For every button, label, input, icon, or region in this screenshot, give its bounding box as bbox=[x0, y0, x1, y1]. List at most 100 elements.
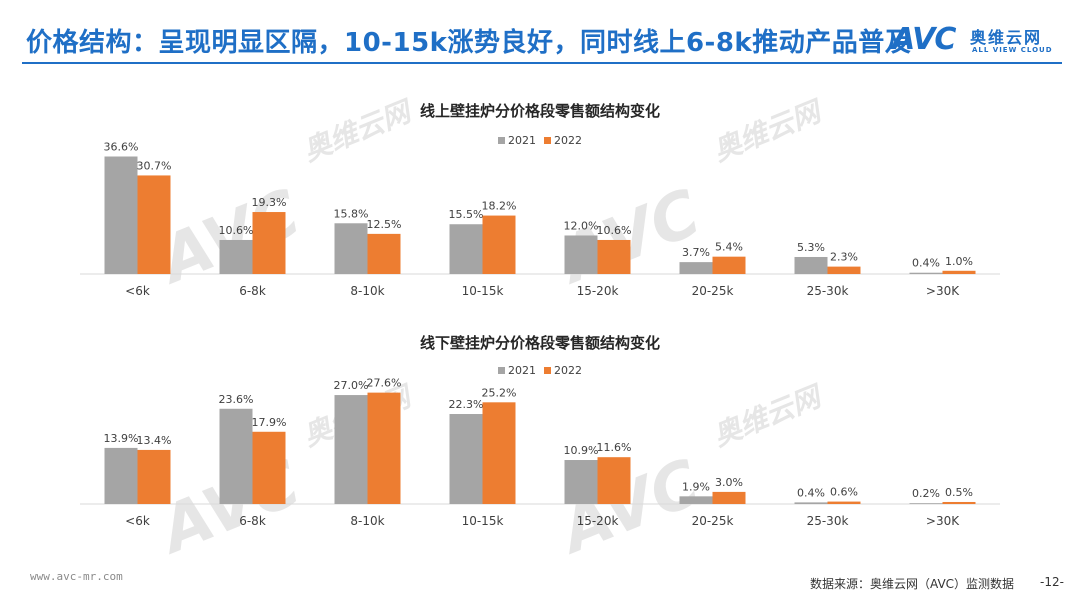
bar-2021-3 bbox=[449, 224, 483, 274]
legend-swatch-2021 bbox=[498, 367, 505, 374]
data-label-2021-0: 13.9% bbox=[104, 432, 139, 445]
data-label-2022-5: 5.4% bbox=[715, 241, 743, 254]
data-label-2022-4: 11.6% bbox=[597, 441, 632, 454]
legend-label-2021: 2021 bbox=[508, 364, 536, 377]
bar-2022-3 bbox=[482, 215, 516, 274]
page-number: -12- bbox=[1040, 575, 1064, 589]
bar-2021-0 bbox=[104, 447, 138, 504]
legend-label-2021: 2021 bbox=[508, 134, 536, 147]
legend-swatch-2021 bbox=[498, 137, 505, 144]
bar-2021-5 bbox=[679, 262, 713, 274]
bar-2022-3 bbox=[482, 402, 516, 504]
data-label-2021-1: 23.6% bbox=[219, 393, 254, 406]
data-label-2022-2: 12.5% bbox=[367, 218, 402, 231]
category-label-3: 10-15k bbox=[462, 284, 504, 298]
bar-2022-2 bbox=[367, 233, 401, 274]
data-label-2022-7: 1.0% bbox=[945, 255, 973, 268]
category-label-6: 25-30k bbox=[807, 514, 849, 528]
data-label-2021-2: 27.0% bbox=[334, 379, 369, 392]
offline-chart: 线下壁挂炉分价格段零售额结构变化 2021 2022 13.9%13.4% <6k 23.… bbox=[80, 334, 1000, 528]
bar-2021-2 bbox=[334, 223, 368, 274]
data-label-2022-5: 3.0% bbox=[715, 476, 743, 489]
data-label-2021-4: 12.0% bbox=[564, 219, 599, 232]
data-label-2021-0: 36.6% bbox=[104, 140, 139, 153]
bar-2022-4 bbox=[597, 457, 631, 504]
page-title: 价格结构：呈现明显区隔，10-15k涨势良好，同时线上6-8k推动产品普及 bbox=[26, 28, 912, 58]
chart-title: 线上壁挂炉分价格段零售额结构变化 bbox=[420, 102, 660, 120]
logo-en-text: ALL VIEW CLOUD bbox=[972, 46, 1053, 54]
bar-2022-7 bbox=[942, 501, 976, 504]
category-label-5: 20-25k bbox=[692, 284, 734, 298]
bar-2021-6 bbox=[794, 256, 828, 274]
data-source: 数据来源：奥维云网（AVC）监测数据 bbox=[810, 577, 1015, 591]
data-label-2022-0: 30.7% bbox=[137, 159, 172, 172]
bar-2021-3 bbox=[449, 414, 483, 504]
bar-2021-2 bbox=[334, 395, 368, 504]
bar-2021-5 bbox=[679, 496, 713, 504]
data-label-2022-2: 27.6% bbox=[367, 377, 402, 390]
bar-2021-4 bbox=[564, 460, 598, 504]
data-label-2022-1: 17.9% bbox=[252, 416, 287, 429]
bar-2022-4 bbox=[597, 239, 631, 274]
bar-2021-1 bbox=[219, 239, 253, 274]
data-label-2022-7: 0.5% bbox=[945, 486, 973, 499]
bar-2022-6 bbox=[827, 501, 861, 504]
category-label-4: 15-20k bbox=[577, 284, 619, 298]
bar-2021-1 bbox=[219, 408, 253, 504]
bar-2021-7 bbox=[909, 272, 943, 274]
data-label-2022-3: 18.2% bbox=[482, 200, 517, 213]
bar-2022-5 bbox=[712, 256, 746, 274]
data-label-2022-0: 13.4% bbox=[137, 434, 172, 447]
category-label-2: 8-10k bbox=[350, 284, 384, 298]
avc-logo: AVC 奥维云网 ALL VIEW CLOUD bbox=[892, 20, 1062, 60]
category-label-7: >30K bbox=[926, 284, 960, 298]
bar-2022-2 bbox=[367, 392, 401, 504]
bar-2022-0 bbox=[137, 175, 171, 274]
category-label-2: 8-10k bbox=[350, 514, 384, 528]
bar-2022-1 bbox=[252, 212, 286, 274]
logo-cn-text: 奥维云网 bbox=[970, 28, 1043, 47]
data-label-2021-6: 5.3% bbox=[797, 241, 825, 254]
data-label-2021-2: 15.8% bbox=[334, 207, 369, 220]
data-label-2021-3: 15.5% bbox=[449, 208, 484, 221]
category-label-3: 10-15k bbox=[462, 514, 504, 528]
legend-swatch-2022 bbox=[544, 137, 551, 144]
category-label-0: <6k bbox=[125, 284, 150, 298]
website-url: www.avc-mr.com bbox=[30, 570, 123, 583]
category-label-6: 25-30k bbox=[807, 284, 849, 298]
bar-2021-0 bbox=[104, 156, 138, 274]
header-divider bbox=[22, 62, 1062, 64]
data-label-2021-5: 3.7% bbox=[682, 246, 710, 259]
category-label-1: 6-8k bbox=[239, 514, 266, 528]
data-label-2021-7: 0.2% bbox=[912, 487, 940, 500]
bar-2022-5 bbox=[712, 491, 746, 504]
bar-2021-4 bbox=[564, 235, 598, 274]
data-label-2021-5: 1.9% bbox=[682, 480, 710, 493]
data-label-2021-3: 22.3% bbox=[449, 398, 484, 411]
data-label-2022-6: 0.6% bbox=[830, 486, 858, 499]
data-label-2022-6: 2.3% bbox=[830, 251, 858, 264]
data-label-2022-4: 10.6% bbox=[597, 224, 632, 237]
category-label-4: 15-20k bbox=[577, 514, 619, 528]
data-label-2022-1: 19.3% bbox=[252, 196, 287, 209]
category-label-7: >30K bbox=[926, 514, 960, 528]
category-label-0: <6k bbox=[125, 514, 150, 528]
category-label-1: 6-8k bbox=[239, 284, 266, 298]
bar-2022-1 bbox=[252, 431, 286, 504]
legend-label-2022: 2022 bbox=[554, 364, 582, 377]
bar-2021-6 bbox=[794, 502, 828, 504]
online-chart: 线上壁挂炉分价格段零售额结构变化 2021 2022 36.6% 30.7% <6k 10.… bbox=[80, 102, 1000, 298]
bar-2022-6 bbox=[827, 266, 861, 274]
data-label-2021-4: 10.9% bbox=[564, 444, 599, 457]
bar-2022-0 bbox=[137, 449, 171, 504]
data-label-2022-3: 25.2% bbox=[482, 386, 517, 399]
category-label-5: 20-25k bbox=[692, 514, 734, 528]
logo-mark: AVC bbox=[892, 22, 956, 57]
data-label-2021-1: 10.6% bbox=[219, 224, 254, 237]
legend-label-2022: 2022 bbox=[554, 134, 582, 147]
bar-2021-7 bbox=[909, 503, 943, 504]
chart-title: 线下壁挂炉分价格段零售额结构变化 bbox=[420, 334, 660, 352]
data-label-2021-7: 0.4% bbox=[912, 257, 940, 270]
bar-2022-7 bbox=[942, 270, 976, 274]
legend-swatch-2022 bbox=[544, 367, 551, 374]
